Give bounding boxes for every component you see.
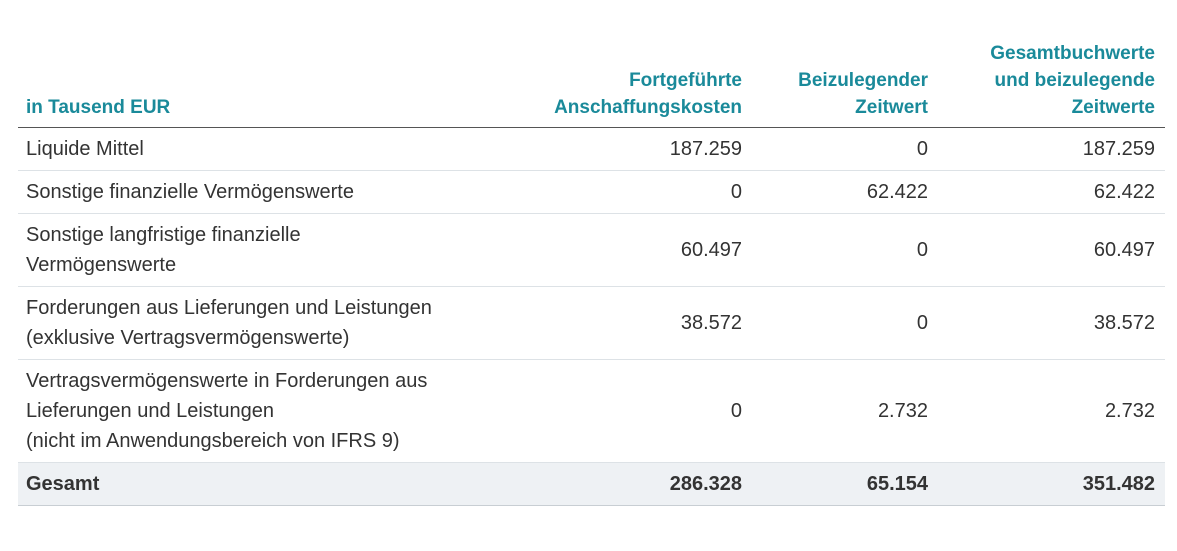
total-value: 351.482 [938, 462, 1165, 506]
header-row: in Tausend EUR Fortgeführte Anschaffungsko… [18, 40, 1165, 128]
text-line: und beizulegende [994, 70, 1155, 91]
text-line: Gesamtbuchwerte [990, 43, 1155, 64]
text-line: Vermögenswerte [26, 254, 177, 276]
value-cell: 0 [752, 213, 938, 287]
value-cell: 2.732 [938, 359, 1165, 463]
table-row: Vertragsvermögenswerte in Forderungen au… [18, 359, 1165, 463]
value-cell: 0 [520, 359, 752, 463]
text-line: in Tausend EUR [26, 97, 171, 118]
text-line: Zeitwert [855, 97, 928, 118]
text-line: Lieferungen und Leistungen [26, 400, 274, 422]
value-cell: 60.497 [938, 213, 1165, 287]
value-cell: 187.259 [938, 127, 1165, 171]
total-value: 286.328 [520, 462, 752, 506]
text-line: Beizulegender [798, 70, 928, 91]
table-row: Forderungen aus Lieferungen und Leistung… [18, 286, 1165, 360]
table-row: Sonstige finanzielle Vermögenswerte 0 62.4… [18, 170, 1165, 214]
text-line: Sonstige finanzielle Vermögenswerte [26, 181, 354, 203]
text-line: Anschaffungskosten [554, 97, 742, 118]
value-cell: 62.422 [752, 170, 938, 214]
column-header: Gesamtbuchwerte und beizulegende Zeitwerte [938, 40, 1165, 128]
text-line: Sonstige langfristige finanzielle [26, 224, 301, 246]
value-cell: 0 [520, 170, 752, 214]
text-line: Forderungen aus Lieferungen und Leistung… [26, 297, 432, 319]
value-cell: 0 [752, 127, 938, 171]
text-line: Zeitwerte [1071, 97, 1155, 118]
value-cell: 62.422 [938, 170, 1165, 214]
value-cell: 187.259 [520, 127, 752, 171]
text-line: Fortgeführte [629, 70, 742, 91]
value-cell: 60.497 [520, 213, 752, 287]
text-line: (nicht im Anwendungsbereich von IFRS 9) [26, 430, 400, 452]
total-value: 65.154 [752, 462, 938, 506]
column-header: Fortgeführte Anschaffungskosten [520, 40, 752, 128]
value-cell: 2.732 [752, 359, 938, 463]
row-label: Liquide Mittel [18, 127, 520, 171]
financial-table: in Tausend EUR Fortgeführte Anschaffungsko… [18, 40, 1165, 506]
text-line: (exklusive Vertragsvermögenswerte) [26, 327, 350, 349]
column-header: Beizulegender Zeitwert [752, 40, 938, 128]
table-row: Sonstige langfristige finanzielle Vermöge… [18, 213, 1165, 287]
value-cell: 38.572 [520, 286, 752, 360]
row-label: Forderungen aus Lieferungen und Leistung… [18, 286, 520, 360]
total-label: Gesamt [18, 462, 520, 506]
row-label: Sonstige langfristige finanzielle Vermöge… [18, 213, 520, 287]
text-line: Vertragsvermögenswerte in Forderungen au… [26, 370, 428, 392]
value-cell: 0 [752, 286, 938, 360]
value-cell: 38.572 [938, 286, 1165, 360]
table-row: Liquide Mittel 187.259 0 187.259 [18, 127, 1165, 171]
row-label: Vertragsvermögenswerte in Forderungen au… [18, 359, 520, 463]
column-header: in Tausend EUR [18, 40, 520, 128]
total-row: Gesamt 286.328 65.154 351.482 [18, 462, 1165, 506]
text-line: Liquide Mittel [26, 138, 144, 160]
row-label: Sonstige finanzielle Vermögenswerte [18, 170, 520, 214]
table-body: Liquide Mittel 187.259 0 187.259 Sonstige fi… [18, 127, 1165, 506]
